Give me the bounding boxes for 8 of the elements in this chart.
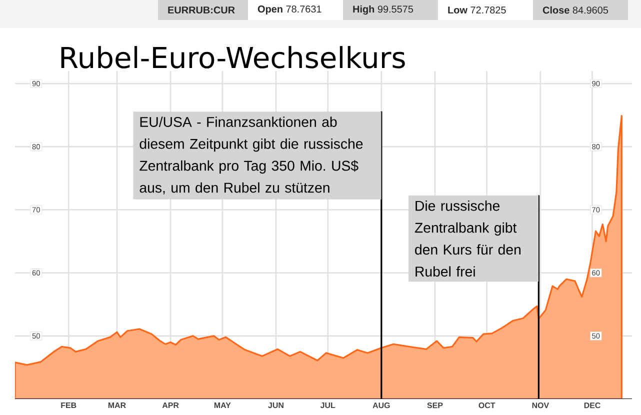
text: Open 78.7631 <box>258 5 322 15</box>
text: Low 72.7825 <box>448 6 506 14</box>
text: High 99.5575 <box>353 5 414 15</box>
text: Close 84.9605 <box>542 6 608 14</box>
ref-line-label: EU/USA - Finanzsanktionen ab diesem Zeitpunkt gibt die russische Zentralbank pro Tag 350 Mio. US$ aus, um den Rubel zu stützen <box>140 116 363 194</box>
text: EURRUB:CUR <box>168 6 235 14</box>
ref-line-label: Die russische Zentralbank gibt den Kurs für den Rubel frei <box>414 200 520 277</box>
chart-title: Rubel-Euro-Wechselkurs <box>61 46 405 68</box>
